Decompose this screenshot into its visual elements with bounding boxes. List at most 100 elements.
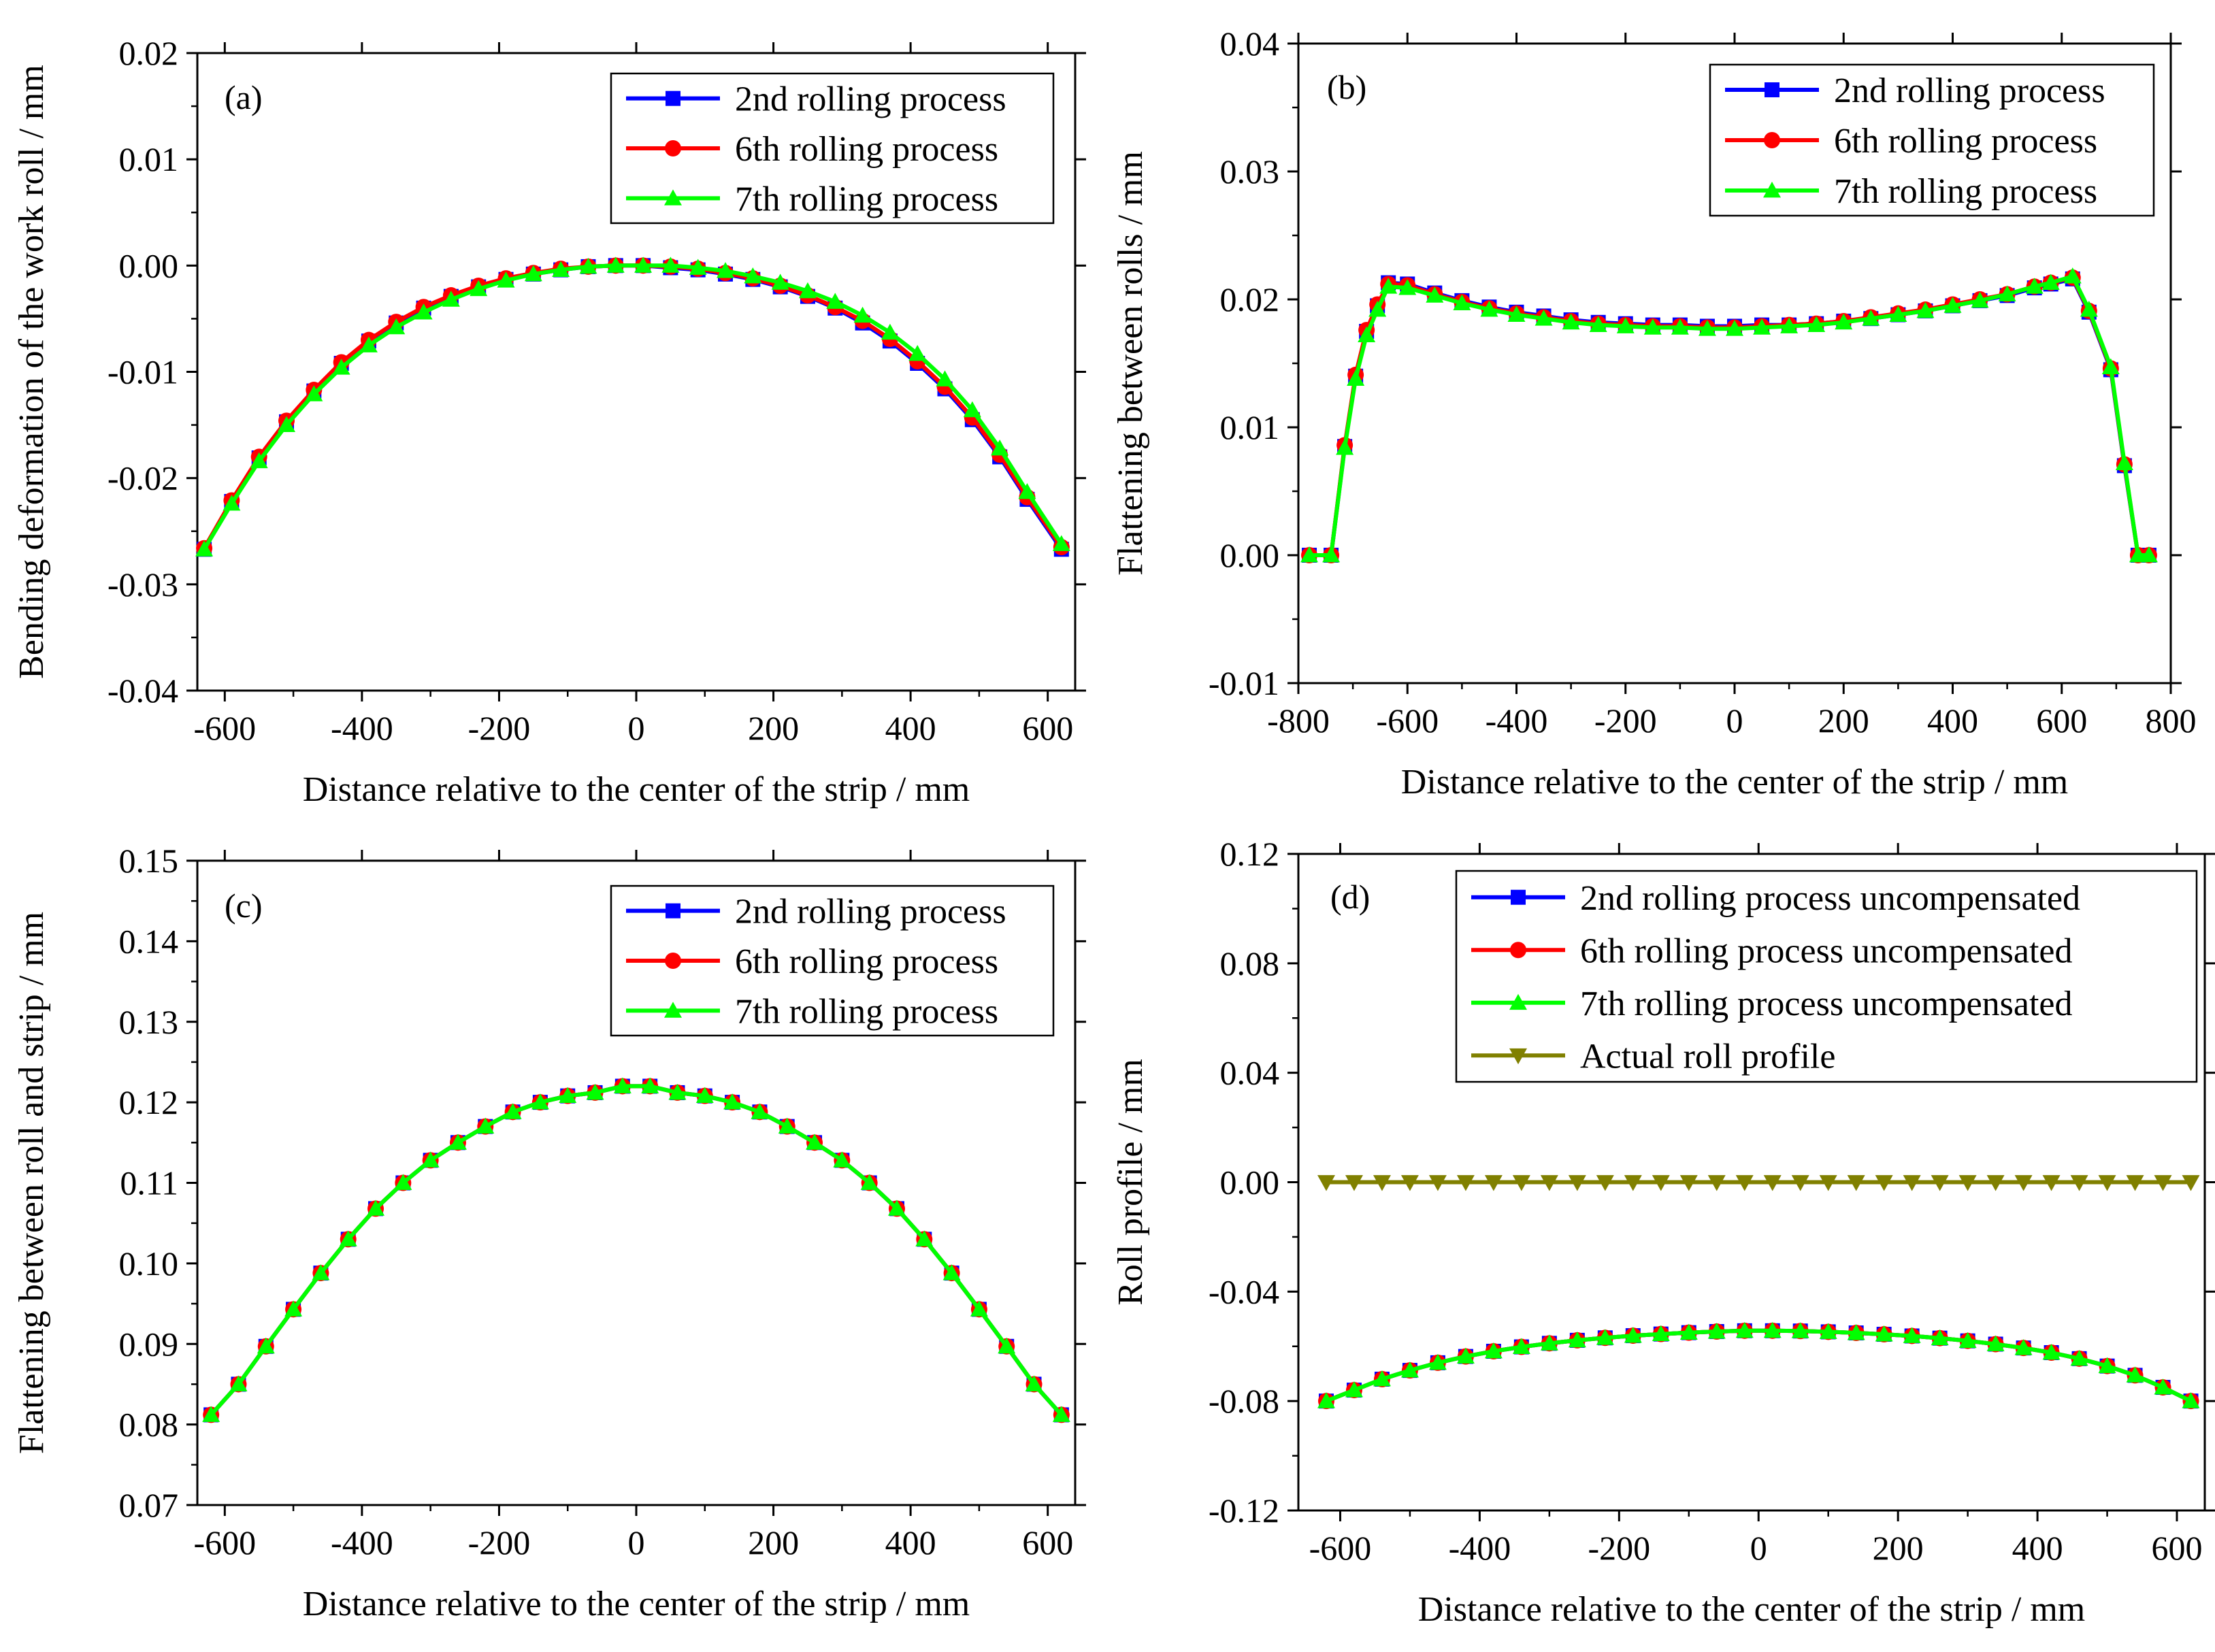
series-2 bbox=[196, 257, 1070, 557]
y-tick-label: 0.12 bbox=[1220, 835, 1280, 873]
legend-entry: 6th rolling process bbox=[735, 942, 998, 981]
x-tick-label: 600 bbox=[1022, 1523, 1073, 1562]
y-axis-title: Bending deformation of the work roll / m… bbox=[12, 65, 51, 679]
data-point bbox=[1986, 1335, 2005, 1351]
legend-entry: 7th rolling process uncompensated bbox=[1580, 985, 2073, 1023]
data-point bbox=[476, 1117, 495, 1134]
y-tick-label: 0.14 bbox=[119, 922, 179, 960]
y-tick-label: 0.00 bbox=[1220, 1163, 1280, 1202]
y-tick-label: 0.04 bbox=[1220, 24, 1280, 63]
x-tick-label: 0 bbox=[1726, 701, 1743, 740]
data-point bbox=[1589, 316, 1607, 332]
x-tick-label: 400 bbox=[2012, 1529, 2063, 1567]
data-point bbox=[853, 306, 872, 323]
data-point bbox=[2098, 1357, 2116, 1374]
data-point bbox=[1428, 1353, 1447, 1370]
data-point bbox=[586, 1083, 604, 1100]
x-tick-label: 200 bbox=[748, 709, 799, 747]
data-point bbox=[229, 1375, 248, 1391]
data-point bbox=[908, 344, 927, 361]
chart-panel-a: -600 -400 -200 0 200 400 600 -0.04 -0.03 -0.02 -0.… bbox=[12, 34, 1086, 809]
data-point bbox=[1400, 1361, 1419, 1378]
data-point bbox=[1480, 301, 1498, 317]
x-tick-label: 200 bbox=[1873, 1529, 1924, 1567]
data-point bbox=[833, 1151, 851, 1168]
data-point bbox=[1568, 1331, 1586, 1348]
y-tick-label: 0.07 bbox=[119, 1486, 179, 1524]
x-tick-label: 0 bbox=[628, 709, 645, 747]
data-point bbox=[1596, 1175, 1614, 1191]
data-point bbox=[668, 1083, 687, 1100]
x-tick-label: -200 bbox=[468, 1523, 531, 1562]
data-point bbox=[1916, 301, 1935, 318]
data-point bbox=[1819, 1175, 1837, 1191]
legend-marker bbox=[664, 189, 682, 205]
legend-marker bbox=[1763, 182, 1781, 198]
y-tick-label: -0.12 bbox=[1209, 1491, 1279, 1530]
data-point bbox=[1847, 1175, 1865, 1191]
series-3 bbox=[1300, 267, 2158, 563]
data-point bbox=[1931, 1175, 1949, 1191]
data-point bbox=[1998, 285, 2016, 301]
y-tick-label: 0.02 bbox=[1220, 280, 1280, 318]
data-point bbox=[641, 1077, 659, 1093]
series-line bbox=[1325, 1328, 2192, 1403]
x-tick-label: -600 bbox=[193, 709, 256, 747]
data-point bbox=[1428, 1175, 1447, 1191]
x-tick-label: 400 bbox=[1927, 701, 1978, 740]
data-point bbox=[881, 323, 899, 340]
x-axis-title: Distance relative to the center of the s… bbox=[303, 770, 970, 809]
y-tick-label: 0.01 bbox=[119, 140, 179, 178]
chart-panel-b: -800 -600 -400 -200 0 200 400 600 800 -0.01 0.00 0.… bbox=[1111, 24, 2197, 802]
series-2 bbox=[203, 1078, 1070, 1423]
x-tick-label: -800 bbox=[1267, 701, 1330, 740]
legend-marker bbox=[666, 90, 680, 106]
legend-entry: 2nd rolling process bbox=[735, 893, 1006, 931]
data-point bbox=[1018, 482, 1036, 499]
data-point bbox=[1735, 1321, 1754, 1338]
series-3 bbox=[195, 257, 1070, 557]
data-point bbox=[1763, 1321, 1782, 1338]
x-tick-label: 400 bbox=[885, 1523, 936, 1562]
series-line bbox=[202, 263, 1064, 550]
legend-marker bbox=[1510, 942, 1526, 959]
data-point bbox=[1379, 278, 1398, 294]
data-point bbox=[1862, 310, 1880, 326]
data-point bbox=[2080, 301, 2098, 317]
y-tick-label: 0.09 bbox=[119, 1325, 179, 1363]
data-point bbox=[1317, 1175, 1335, 1191]
data-point bbox=[367, 1200, 385, 1216]
data-point bbox=[798, 282, 817, 299]
data-point bbox=[991, 439, 1009, 456]
data-point bbox=[970, 1300, 988, 1317]
data-point bbox=[1345, 1381, 1363, 1398]
data-point bbox=[717, 262, 735, 278]
legend-entry: 7th rolling process bbox=[735, 992, 998, 1031]
legend-entry: 7th rolling process bbox=[735, 180, 998, 218]
y-tick-label: 0.10 bbox=[119, 1244, 179, 1283]
data-point bbox=[250, 452, 268, 469]
data-point bbox=[470, 280, 488, 297]
data-point bbox=[2098, 1175, 2116, 1191]
data-point bbox=[1317, 1392, 1335, 1408]
data-point bbox=[1484, 1342, 1503, 1359]
series-line bbox=[202, 263, 1064, 550]
y-tick-label: -0.02 bbox=[108, 459, 178, 497]
data-point bbox=[1791, 1322, 1809, 1338]
panel-label: (c) bbox=[225, 887, 263, 925]
series-4 bbox=[1317, 1175, 2200, 1191]
data-point bbox=[942, 1264, 961, 1281]
data-point bbox=[2154, 1378, 2172, 1395]
series-1 bbox=[1318, 1323, 2199, 1409]
data-point bbox=[2025, 278, 2044, 294]
data-point bbox=[2070, 1175, 2088, 1191]
data-point bbox=[579, 257, 597, 274]
data-point bbox=[1671, 318, 1689, 335]
x-tick-label: -200 bbox=[1594, 701, 1657, 740]
panel-label: (d) bbox=[1330, 878, 1370, 916]
data-point bbox=[305, 385, 323, 401]
data-point bbox=[312, 1264, 330, 1281]
data-point bbox=[202, 1406, 220, 1422]
data-point bbox=[2182, 1392, 2200, 1408]
data-point bbox=[1726, 320, 1743, 336]
